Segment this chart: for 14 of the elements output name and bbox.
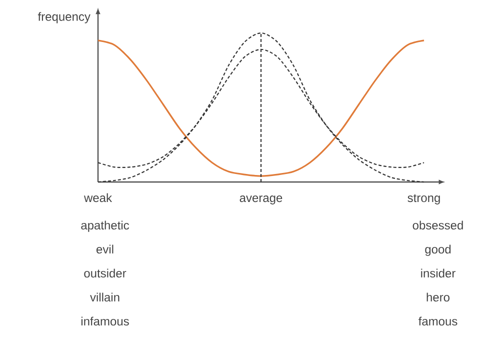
text: famous xyxy=(418,316,458,326)
x-tick-label: strong xyxy=(408,194,440,204)
text: obsessed xyxy=(412,220,463,230)
x-tick-label: average xyxy=(240,196,282,204)
text: evil xyxy=(96,244,114,254)
text: outsider xyxy=(84,268,126,278)
text: apathetic xyxy=(81,220,130,232)
text: good xyxy=(425,244,451,256)
text: insider xyxy=(421,268,456,278)
x-tick-label: weak xyxy=(84,193,112,202)
text: hero xyxy=(426,292,450,302)
y-axis-title: frequency xyxy=(38,12,90,24)
text: villain xyxy=(90,292,120,302)
text: infamous xyxy=(81,316,129,326)
